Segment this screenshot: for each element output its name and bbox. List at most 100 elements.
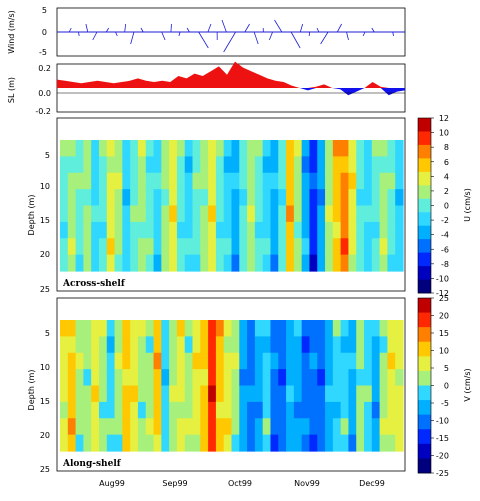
- heatmap-cell: [106, 189, 116, 207]
- heatmap-cell: [161, 352, 170, 370]
- heatmap-cell: [278, 254, 287, 272]
- heatmap-cell: [145, 320, 155, 337]
- heatmap-cell: [106, 336, 116, 354]
- wind-ytick-2: -5: [39, 48, 47, 57]
- heatmap-cell: [98, 418, 108, 436]
- colorbar-swatch: [418, 144, 431, 159]
- heatmap-cell: [91, 238, 100, 256]
- heatmap-cell: [153, 418, 162, 436]
- along-shelf-heatmap: [60, 320, 404, 452]
- heatmap-cell: [184, 238, 194, 256]
- heatmap-cell: [371, 205, 381, 223]
- heatmap-cell: [254, 172, 264, 190]
- wind-stick: [198, 31, 209, 49]
- heatmap-cell: [356, 189, 365, 207]
- heatmap-cell: [184, 254, 194, 272]
- heatmap-cell: [137, 385, 147, 403]
- heatmap-cell: [309, 156, 318, 174]
- heatmap-cell: [254, 156, 264, 174]
- heatmap-cell: [106, 352, 116, 370]
- colorbar-swatch: [418, 185, 431, 200]
- heatmap-cell: [278, 418, 287, 436]
- heatmap-cell: [340, 189, 350, 207]
- heatmap-cell: [75, 418, 84, 436]
- wind-stick: [178, 31, 181, 37]
- heatmap-cell: [176, 205, 186, 223]
- colorbar-tick-label: 4: [444, 172, 449, 181]
- heatmap-cell: [231, 238, 240, 256]
- heatmap-cell: [67, 140, 77, 157]
- heatmap-cell: [231, 189, 240, 207]
- heatmap-cell: [176, 369, 186, 387]
- heatmap-cell: [114, 418, 123, 436]
- heatmap-cell: [254, 401, 264, 419]
- heatmap-cell: [286, 254, 295, 272]
- heatmap-cell: [379, 238, 389, 256]
- heatmap-cell: [278, 385, 287, 403]
- heatmap-cell: [91, 205, 100, 223]
- heatmap-cell: [371, 254, 381, 272]
- heatmap-cell: [145, 401, 155, 419]
- heatmap-cell: [395, 320, 404, 337]
- heatmap-cell: [387, 401, 396, 419]
- heatmap-cell: [161, 156, 170, 174]
- heatmap-cell: [317, 336, 326, 354]
- heatmap-cell: [262, 172, 272, 190]
- heatmap-cell: [208, 189, 217, 207]
- colorbar-swatch: [418, 266, 431, 280]
- heatmap-cell: [192, 140, 201, 157]
- heatmap-cell: [239, 205, 248, 223]
- heatmap-cell: [192, 369, 201, 387]
- heatmap-cell: [223, 238, 233, 256]
- colorbar-tick-label: -20: [436, 452, 449, 461]
- colorbar-tick-label: 0: [444, 202, 449, 211]
- heatmap-cell: [98, 189, 108, 207]
- heatmap-cell: [83, 385, 92, 403]
- heatmap-cell: [270, 221, 279, 239]
- heatmap-cell: [153, 140, 162, 157]
- heatmap-cell: [387, 352, 396, 370]
- heatmap-cell: [387, 418, 396, 436]
- heatmap-cell: [169, 205, 178, 223]
- heatmap-cell: [317, 369, 326, 387]
- heatmap-cell: [75, 320, 84, 337]
- heatmap-cell: [145, 140, 155, 157]
- heatmap-cell: [215, 140, 225, 157]
- heatmap-cell: [176, 385, 186, 403]
- heatmap-cell: [223, 352, 233, 370]
- heatmap-cell: [254, 140, 264, 157]
- heatmap-cell: [332, 434, 342, 452]
- heatmap-cell: [130, 352, 139, 370]
- heatmap-cell: [317, 221, 326, 239]
- colorbar-tick-label: 2: [444, 187, 449, 196]
- heatmap-cell: [60, 320, 69, 337]
- heatmap-cell: [325, 352, 334, 370]
- heatmap-cell: [387, 336, 396, 354]
- heatmap-cell: [356, 254, 365, 272]
- heatmap-cell: [91, 140, 100, 157]
- heatmap-cell: [379, 205, 389, 223]
- heatmap-cell: [348, 320, 357, 337]
- heatmap-cell: [395, 352, 404, 370]
- heatmap-cell: [192, 401, 201, 419]
- heatmap-cell: [145, 369, 155, 387]
- colorbar-swatch: [418, 312, 431, 328]
- along-shelf-label: Along-shelf: [62, 459, 122, 469]
- heatmap-cell: [137, 172, 147, 190]
- heatmap-cell: [122, 352, 131, 370]
- colorbar-tick-label: -4: [441, 231, 449, 240]
- colorbar-swatch: [418, 356, 431, 372]
- u-colorbar-label: U (cm/s): [463, 188, 472, 222]
- wind-stick: [221, 19, 227, 33]
- heatmap-cell: [75, 205, 84, 223]
- heatmap-cell: [379, 156, 389, 174]
- heatmap-cell: [169, 221, 178, 239]
- heatmap-cell: [340, 221, 350, 239]
- heatmap-cell: [67, 434, 77, 452]
- heatmap-cell: [317, 352, 326, 370]
- heatmap-cell: [60, 401, 69, 419]
- colorbar-swatch: [418, 385, 431, 401]
- heatmap-cell: [270, 172, 279, 190]
- heatmap-cell: [395, 385, 404, 403]
- heatmap-cell: [106, 254, 116, 272]
